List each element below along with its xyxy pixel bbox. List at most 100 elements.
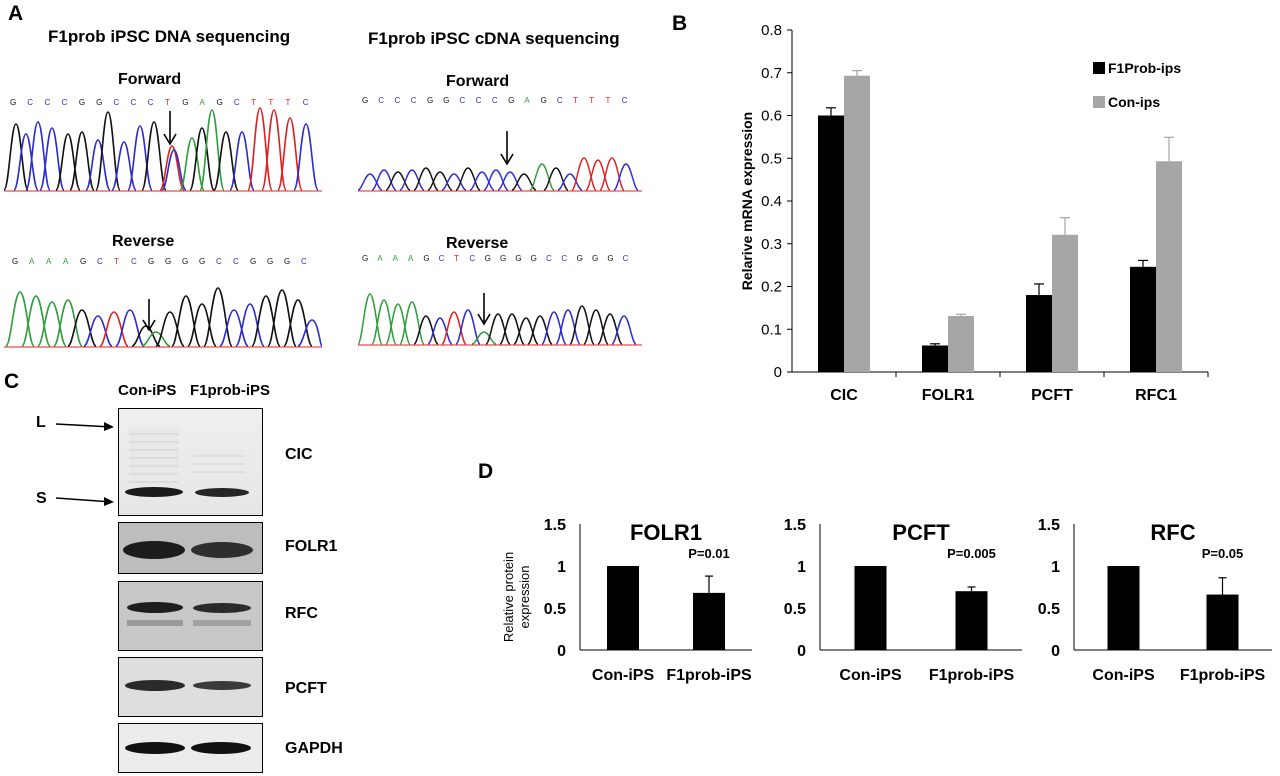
base-letter: T: [454, 254, 459, 263]
bar: [854, 566, 887, 650]
base-letter: G: [592, 254, 599, 263]
base-letter: G: [540, 96, 547, 105]
base-letter: G: [443, 96, 450, 105]
base-letter: C: [410, 96, 417, 105]
dna-forward-label: Forward: [118, 71, 182, 88]
x-tick-label: RFC1: [1135, 387, 1177, 404]
bar: [955, 591, 988, 650]
bar: [1130, 266, 1156, 372]
cdna-forward-arrow-icon: [500, 131, 514, 166]
base-letter: G: [78, 98, 86, 107]
base-letter: G: [508, 96, 515, 105]
bar: [818, 115, 844, 372]
blot-label-rfc: RFC: [285, 605, 318, 622]
panel-label-a: A: [8, 2, 24, 25]
legend-swatch: [1093, 62, 1105, 74]
base-letter: C: [233, 98, 240, 107]
cdna-forward-label: Forward: [446, 73, 510, 90]
base-letter: T: [114, 257, 119, 266]
marker-s-arrow-icon: [55, 497, 114, 506]
base-letter: G: [362, 96, 369, 105]
base-letter: A: [29, 257, 35, 266]
blot-lane-f1prob-ips: F1prob-iPS: [190, 382, 271, 399]
y-tick-label: 1: [1051, 559, 1060, 576]
panel-label-d: D: [478, 460, 494, 483]
base-letter: T: [285, 98, 291, 107]
base-letter: T: [573, 96, 578, 105]
bar: [1206, 594, 1239, 650]
base-letter: C: [475, 96, 482, 105]
p-value-annotation: P=0.05: [1202, 546, 1244, 561]
base-letter: C: [438, 254, 445, 263]
base-letter: A: [46, 257, 52, 266]
base-letter: C: [44, 98, 51, 107]
p-value-annotation: P=0.005: [947, 546, 996, 561]
base-letter: G: [423, 254, 430, 263]
x-tick-label: FOLR1: [922, 387, 975, 404]
y-tick-label: 0: [797, 643, 806, 660]
x-tick-label: F1prob-iPS: [929, 667, 1015, 684]
x-tick-label: Con-iPS: [592, 667, 655, 684]
base-letter: C: [469, 254, 476, 263]
base-letter: C: [233, 257, 239, 266]
base-letter: A: [392, 254, 398, 263]
y-tick-label: 1: [557, 559, 566, 576]
base-letter: C: [130, 98, 137, 107]
base-letter: G: [284, 257, 291, 266]
y-tick-label: 0.5: [761, 150, 782, 167]
marker-s-label: S: [36, 490, 47, 507]
y-tick-label: 1: [797, 559, 806, 576]
base-letter: A: [524, 96, 530, 105]
x-tick-label: F1prob-iPS: [666, 667, 752, 684]
y-axis-label: Relarive mRNA expression: [739, 112, 755, 290]
p-value-annotation: P=0.01: [688, 546, 730, 561]
x-tick-label: F1prob-iPS: [1180, 667, 1266, 684]
base-letter: C: [556, 96, 563, 105]
y-tick-label: 1.5: [1038, 517, 1060, 534]
y-tick-label: 0.5: [784, 601, 806, 618]
cdna-forward-chromatogram: [358, 157, 642, 192]
x-tick-label: Con-iPS: [1092, 667, 1155, 684]
dna-reverse-chromatogram: [4, 287, 322, 348]
y-tick-label: 0.3: [761, 236, 782, 253]
rfc-protein-chart: 0 0.5 1 1.5 Con-iPS F1prob-iPS RFC P=0.05: [1038, 517, 1272, 684]
base-letter: G: [199, 257, 206, 266]
bar: [844, 75, 870, 373]
blot-lane-con-ips: Con-iPS: [118, 382, 177, 399]
base-letter: T: [268, 98, 274, 107]
base-letter: C: [27, 98, 33, 107]
base-letter: C: [113, 98, 120, 107]
chart-title: FOLR1: [630, 520, 702, 545]
base-letter: T: [589, 96, 595, 105]
y-tick-label: 0: [774, 364, 782, 381]
legend-label: F1Prob-ips: [1108, 60, 1181, 76]
y-tick-label: 0.6: [761, 108, 782, 125]
base-letter: T: [605, 96, 611, 105]
blot-cic: [118, 408, 263, 516]
x-tick-label: PCFT: [1031, 387, 1073, 404]
base-letter: G: [426, 96, 434, 105]
legend-label: Con-ips: [1108, 94, 1160, 110]
y-tick-label: 0.4: [761, 193, 782, 210]
dna-forward-chromatogram: [4, 107, 322, 192]
base-letter: G: [216, 98, 223, 107]
bar: [607, 566, 639, 650]
dna-seq-title: F1prob iPSC DNA sequencing: [48, 27, 291, 46]
base-letter: G: [362, 254, 369, 263]
blot-gapdh: [118, 723, 263, 773]
base-letter: C: [302, 98, 309, 107]
base-letter: G: [10, 98, 17, 107]
base-letter: A: [377, 254, 383, 263]
blot-label-pcft: PCFT: [285, 680, 327, 697]
base-letter: G: [182, 257, 189, 266]
base-letter: C: [394, 96, 401, 105]
blot-label-folr1: FOLR1: [285, 538, 338, 555]
base-letter: G: [607, 254, 614, 263]
chart-title: RFC: [1150, 520, 1195, 545]
base-letter: G: [530, 254, 537, 263]
base-letter: C: [216, 257, 222, 266]
base-letter: C: [378, 96, 385, 105]
bar: [1052, 234, 1078, 372]
